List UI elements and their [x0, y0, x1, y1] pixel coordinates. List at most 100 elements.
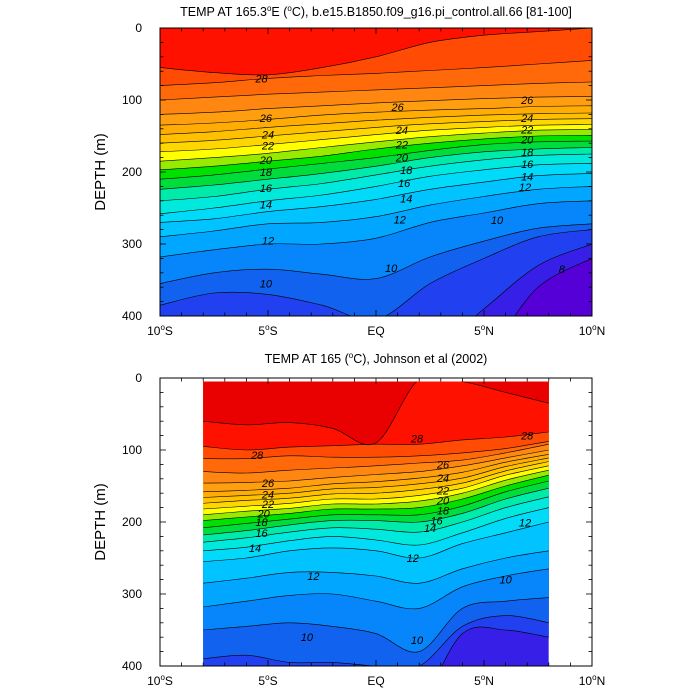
isotherm-line: [203, 449, 549, 484]
isotherm-line: [160, 223, 592, 284]
contour-label: 14: [249, 543, 261, 555]
y-tick-label: 400: [122, 659, 142, 673]
isotherm-line: [160, 105, 592, 126]
contour-label: 10: [491, 215, 504, 227]
contour-label: 20: [257, 508, 271, 520]
contour-label: 12: [394, 215, 406, 227]
x-tick-label: EQ: [367, 324, 384, 338]
contour-label: 14: [424, 523, 436, 535]
chart-title: TEMP AT 165.3oE (oC), b.e15.B1850.f09_g1…: [180, 4, 572, 19]
contour-label: 18: [255, 517, 268, 529]
isotherm-line: [203, 431, 549, 451]
y-axis-label: DEPTH (m): [92, 483, 109, 561]
isotherm-line: [160, 200, 592, 258]
y-tick-label: 300: [122, 587, 142, 601]
isotherm-line: [203, 474, 549, 521]
contour-label: 24: [395, 125, 408, 137]
isotherm-line: [203, 443, 549, 474]
chart-title: TEMP AT 165 (oC), Johnson et al (2002): [265, 351, 488, 366]
isotherm-line: [475, 243, 592, 316]
contour-label: 22: [261, 140, 274, 152]
isotherm-line: [160, 28, 592, 76]
contour-line-group: [203, 381, 549, 666]
isotherm-line: [514, 258, 592, 316]
isotherm-line: [203, 480, 549, 529]
isotherm-line: [160, 229, 592, 316]
contour-label: 28: [250, 450, 264, 462]
x-tick-label: 5oS: [258, 673, 277, 688]
isotherm-line: [160, 124, 592, 153]
panel-model: 2826242220181614121026242220181614121026…: [92, 4, 605, 338]
contour-label: 22: [261, 499, 274, 511]
y-tick-label: 100: [122, 443, 142, 457]
y-tick-label: 400: [122, 309, 142, 323]
y-tick-label: 0: [135, 371, 142, 385]
contour-label: 26: [259, 113, 273, 125]
contour-label: 20: [259, 155, 273, 167]
contour-label: 16: [255, 528, 268, 540]
contour-label: 26: [261, 478, 275, 490]
isotherm-line: [160, 129, 592, 162]
isotherm-line: [203, 615, 549, 666]
contour-label: 16: [398, 178, 411, 190]
isotherm-line: [203, 568, 549, 610]
contour-label: 22: [395, 140, 408, 152]
contour-label: 20: [520, 135, 534, 147]
contour-label: 10: [499, 575, 512, 587]
contour-label: 12: [519, 518, 531, 530]
x-tick-label: 10oN: [579, 673, 605, 688]
contour-band: [203, 381, 549, 445]
x-tick-label: EQ: [367, 674, 384, 688]
isotherm-line: [160, 147, 592, 190]
contour-fill-group: [203, 381, 549, 666]
isotherm-line: [203, 597, 549, 653]
isotherm-line: [203, 461, 549, 504]
contour-label: 26: [520, 95, 534, 107]
isotherm-line: [160, 112, 592, 135]
contour-label: 28: [410, 433, 424, 445]
x-tick-label: 10oS: [147, 673, 173, 688]
y-tick-label: 100: [122, 93, 142, 107]
isotherm-line: [160, 135, 592, 171]
contour-label: 24: [520, 113, 533, 125]
x-tick-label: 5oN: [474, 673, 494, 688]
isotherm-line: [203, 469, 549, 516]
contour-label: 20: [436, 495, 450, 507]
y-tick-label: 300: [122, 237, 142, 251]
contour-label: 18: [260, 167, 273, 179]
x-tick-label: 5oN: [474, 323, 494, 338]
contour-label: 12: [407, 553, 419, 565]
isotherm-line: [160, 96, 592, 115]
contour-band: [160, 28, 592, 75]
contour-label: 28: [520, 431, 534, 443]
isotherm-line: [160, 118, 592, 144]
contour-label: 26: [390, 102, 404, 114]
y-axis-label: DEPTH (m): [92, 133, 109, 211]
contour-label: 12: [307, 571, 319, 583]
contour-label: 18: [400, 165, 413, 177]
isotherm-line: [160, 163, 592, 215]
contour-label: 10: [301, 632, 314, 644]
contour-line-group: [160, 28, 592, 316]
isotherm-line: [160, 173, 592, 223]
contour-label: 24: [261, 490, 274, 502]
isotherm-line: [160, 81, 592, 101]
isotherm-line: [160, 153, 592, 202]
contour-label: 16: [430, 516, 443, 528]
x-tick-label: 10oN: [579, 323, 605, 338]
contour-label: 18: [437, 505, 450, 517]
isotherm-line: [203, 487, 549, 536]
isotherm-line: [203, 507, 549, 552]
contour-label: 28: [254, 73, 268, 85]
contour-label: 14: [260, 199, 272, 211]
contour-label: 18: [521, 147, 534, 159]
contour-label: 20: [395, 153, 409, 165]
panel-observed: 2826242220181614121028262422201816141210…: [92, 351, 605, 688]
contour-label: 10: [260, 279, 273, 291]
isotherm-line: [160, 140, 592, 180]
isotherm-line: [203, 550, 549, 584]
contour-fill-group: [160, 28, 592, 316]
isotherm-line: [160, 186, 592, 238]
isotherm-line: [203, 381, 549, 445]
contour-label: 12: [262, 235, 274, 247]
